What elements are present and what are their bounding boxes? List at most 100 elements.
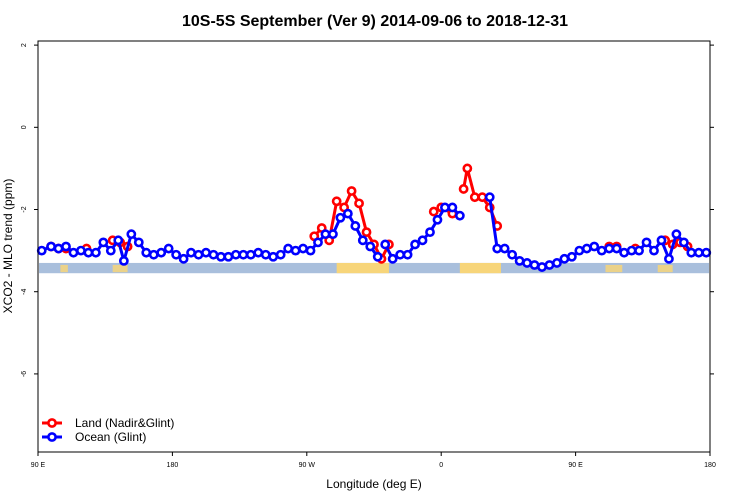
ocean-data-point (499, 243, 510, 254)
ocean-data-point (634, 245, 644, 256)
x-tick-label: 180 (704, 462, 716, 469)
series-layer (36, 163, 712, 272)
ocean-data-point (253, 247, 264, 258)
ocean-data-point (133, 237, 144, 248)
land-data-point (354, 198, 364, 209)
ocean-data-point (693, 247, 704, 258)
ocean-data-point (454, 210, 465, 221)
ocean-data-point (328, 229, 338, 240)
land-ocean-band (39, 262, 709, 274)
land-data-point (458, 184, 469, 194)
chart-title: 10S-5S September (Ver 9) 2014-09-06 to 2… (182, 13, 568, 30)
ocean-data-point (649, 245, 659, 256)
ocean-data-point (313, 237, 323, 248)
ocean-data-point (656, 235, 667, 246)
ocean-data-point (76, 245, 86, 256)
ocean-data-point (559, 253, 570, 264)
ocean-data-point (664, 253, 674, 264)
ocean-data-point (283, 243, 294, 254)
ocean-data-point (574, 245, 585, 256)
ocean-data-point (432, 214, 443, 225)
y-tick-label: -6 (21, 371, 28, 377)
ocean-data-point (641, 237, 652, 248)
land-data-point (331, 196, 342, 207)
x-tick-label: 0 (439, 462, 443, 469)
ocean-data-point (201, 247, 211, 258)
y-tick-label: 0 (21, 125, 28, 129)
ocean-data-point (118, 255, 129, 266)
ocean-data-point (678, 237, 689, 248)
ocean-data-point (402, 249, 413, 260)
ocean-data-point (589, 241, 600, 252)
ocean-data-point (626, 245, 637, 256)
ocean-data-point (537, 262, 547, 272)
x-tick-label: 90 W (299, 462, 316, 469)
ocean-data-point (216, 251, 226, 262)
ocean-data-point (417, 235, 428, 246)
ocean-data-point (342, 208, 353, 219)
ocean-data-point (604, 243, 615, 254)
ocean-data-point (186, 247, 196, 258)
ocean-data-point (61, 241, 71, 252)
ocean-data-point (275, 249, 286, 260)
ocean-data-point (46, 241, 56, 252)
ocean-data-point (305, 245, 316, 256)
land-band-segment (459, 262, 501, 274)
ocean-data-point (357, 235, 368, 246)
ocean-data-point (245, 249, 256, 260)
x-axis-label: Longitude (deg E) (326, 477, 421, 491)
island-patch (605, 264, 623, 273)
ocean-data-point (98, 237, 109, 248)
land-legend-marker (47, 418, 57, 428)
ocean-data-point (447, 202, 458, 213)
ocean-data-point (410, 239, 420, 250)
ocean-data-point (238, 249, 249, 260)
ocean-data-point (365, 241, 376, 252)
y-axis-label: XCO2 - MLO trend (ppm) (1, 179, 15, 314)
ocean-data-point (178, 253, 189, 264)
ocean-data-point (290, 245, 301, 256)
ocean-data-point (507, 249, 518, 260)
ocean-data-point (36, 245, 47, 256)
island-patch (657, 264, 673, 273)
ocean-data-point (701, 247, 712, 258)
ocean-data-point (156, 247, 167, 258)
y-tick-label: -4 (21, 288, 28, 294)
ocean-data-point (372, 251, 383, 262)
legend: Land (Nadir&Glint)Ocean (Glint) (42, 416, 174, 444)
island-patch (60, 264, 68, 273)
land-data-point (462, 163, 473, 174)
ocean-data-point (320, 229, 331, 240)
y-tick-label: -2 (21, 206, 28, 212)
ocean-data-point (68, 247, 79, 258)
land-data-point (428, 206, 439, 217)
ocean-data-point (193, 249, 204, 260)
ocean-data-point (484, 192, 495, 203)
land-band-segment (336, 262, 389, 274)
ocean-data-point (230, 249, 241, 260)
axis-ticks: 90 E 180 90 W 0 90 E 180 2 0 -2 -4 -6 (21, 43, 716, 469)
ocean-data-point (671, 229, 682, 240)
ocean-data-point (619, 247, 630, 258)
ocean-data-point (514, 255, 525, 266)
ocean-data-point (105, 245, 116, 256)
ocean-data-point (83, 247, 94, 258)
x-tick-label: 90 E (568, 462, 583, 469)
land-data-point (346, 186, 357, 196)
ocean-data-point (126, 229, 137, 240)
ocean-data-point (440, 202, 450, 213)
island-patch (112, 264, 128, 273)
ocean-data-point (113, 235, 124, 246)
ocean-data-point (350, 221, 361, 231)
ocean-data-point (425, 227, 435, 238)
ocean-data-point (223, 251, 234, 262)
ocean-data-point (566, 251, 577, 262)
ocean-data-point (335, 212, 346, 223)
land-data-point (361, 227, 372, 238)
ocean-data-point (53, 243, 64, 254)
y-tick-label: 2 (21, 43, 28, 47)
ocean-data-point (171, 249, 182, 260)
ocean-data-point (529, 260, 540, 270)
ocean-data-point (208, 249, 219, 260)
